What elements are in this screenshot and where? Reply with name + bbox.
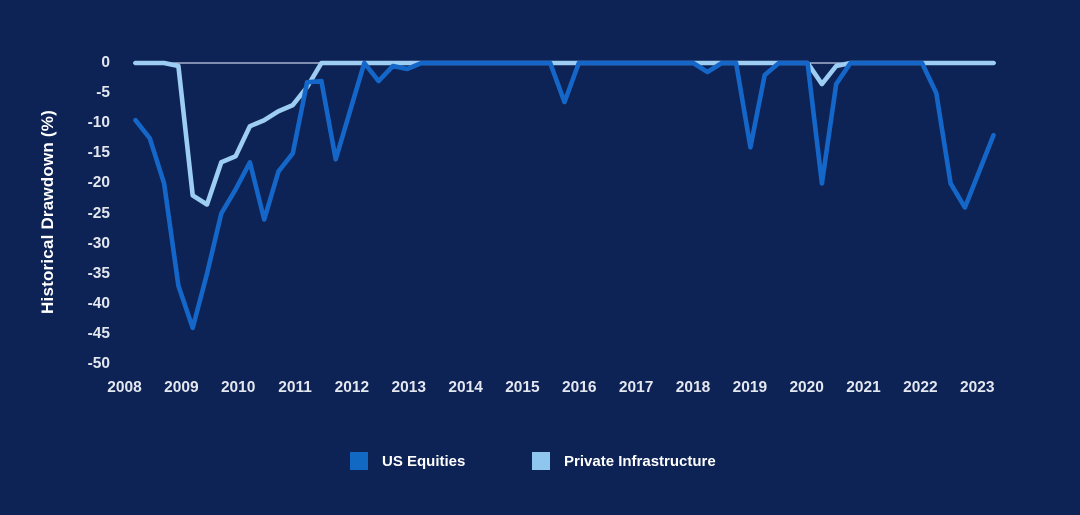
- legend-item-private-infrastructure: Private Infrastructure: [532, 452, 716, 470]
- y-tick-label: -35: [87, 264, 110, 282]
- y-tick-label: 0: [101, 54, 110, 71]
- y-tick-label: -40: [87, 294, 110, 312]
- x-tick-label: 2009: [164, 379, 199, 396]
- x-tick-label: 2023: [960, 379, 995, 396]
- x-tick-label: 2015: [505, 379, 540, 396]
- legend-swatch: [350, 452, 368, 470]
- x-tick-label: 2010: [220, 379, 256, 396]
- legend-label: Private Infrastructure: [564, 452, 716, 470]
- x-tick-label: 2011: [278, 379, 312, 396]
- legend-swatch: [532, 452, 550, 470]
- y-tick-label: -45: [87, 324, 110, 342]
- x-tick-label: 2016: [562, 379, 597, 396]
- x-tick-label: 2020: [789, 379, 824, 396]
- x-tick-label: 2019: [732, 379, 768, 396]
- x-tick-label: 2021: [846, 379, 881, 396]
- series-line-private-infrastructure: [133, 60, 996, 207]
- x-tick-label: 2017: [618, 379, 654, 396]
- legend-label: US Equities: [382, 452, 466, 470]
- x-tick-label: 2012: [334, 379, 370, 396]
- x-tick-label: 2018: [675, 379, 711, 396]
- x-tick-label: 2014: [448, 379, 483, 396]
- y-tick-label: -5: [96, 84, 110, 102]
- chart-legend: US Equities Private Infrastructure: [0, 452, 1080, 476]
- legend-item-us-equities: US Equities: [350, 452, 465, 470]
- x-tick-label: 2008: [107, 379, 142, 396]
- x-tick-label: 2013: [391, 379, 426, 396]
- y-tick-label: -10: [87, 114, 110, 132]
- y-tick-label: -25: [87, 204, 110, 222]
- y-tick-label: -20: [87, 174, 110, 192]
- y-tick-label: -15: [87, 144, 110, 162]
- series-line-us-equities: [133, 60, 996, 331]
- x-tick-label: 2022: [903, 379, 938, 396]
- y-tick-label: -50: [87, 355, 110, 372]
- y-tick-label: -30: [87, 234, 110, 252]
